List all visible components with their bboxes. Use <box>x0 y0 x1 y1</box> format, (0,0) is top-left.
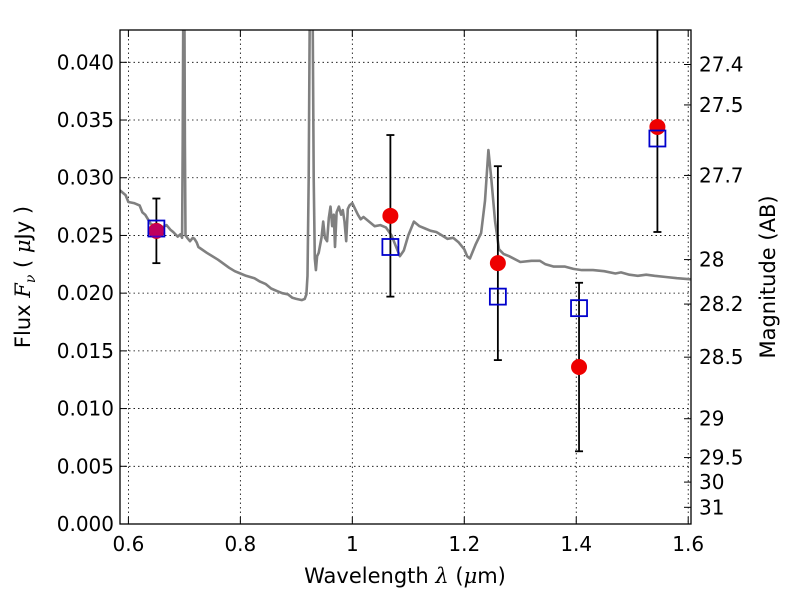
overlap-point <box>148 223 164 239</box>
tick-labels: 0.6 0.8 1 1.2 1.4 1.6 0.000 0.005 0.010 0.015 0.02… <box>57 50 744 556</box>
y2-tick-label: 28 <box>699 248 724 272</box>
y-tick-label: 0.025 <box>57 223 114 247</box>
observed-point <box>489 255 506 272</box>
y-tick-label: 0.010 <box>57 397 114 421</box>
y2-tick-label: 29.5 <box>699 446 744 470</box>
axis-ticks <box>120 30 691 525</box>
y-tick-label: 0.005 <box>57 454 114 478</box>
y-tick-label: 0.000 <box>57 512 114 536</box>
observed-point <box>571 359 588 376</box>
spectrum-path <box>120 30 691 302</box>
model-photometry-points <box>147 129 667 318</box>
x-tick-label: 1.4 <box>560 532 592 556</box>
y-tick-label: 0.030 <box>57 166 114 190</box>
y2-tick-label: 28.5 <box>699 345 744 369</box>
x-tick-label: 1.6 <box>672 532 704 556</box>
observed-point <box>649 118 666 135</box>
observed-points <box>148 118 666 376</box>
plot-frame <box>119 29 692 525</box>
y-tick-label: 0.040 <box>57 50 114 74</box>
x-tick-label: 0.8 <box>224 532 256 556</box>
grid-lines <box>120 30 691 525</box>
x-tick-label: 0.6 <box>112 532 144 556</box>
y2-tick-label: 27.4 <box>699 53 744 77</box>
y2-tick-label: 29 <box>699 407 724 431</box>
y2-axis-title: Magnitude (AB) <box>756 195 780 358</box>
y2-tick-label: 27.7 <box>699 163 744 187</box>
y-axis-title: Flux Fν ( μJy ) <box>11 206 39 348</box>
model-point <box>648 129 667 148</box>
y2-tick-label: 30 <box>699 470 724 494</box>
model-spectrum-line <box>120 30 691 302</box>
model-point <box>381 238 400 256</box>
y2-tick-label: 27.5 <box>699 93 744 117</box>
model-point <box>570 299 588 318</box>
y2-tick-label: 28.2 <box>699 292 744 316</box>
y-tick-label: 0.020 <box>57 281 114 305</box>
x-tick-label: 1.2 <box>448 532 480 556</box>
y-tick-label: 0.035 <box>57 108 114 132</box>
model-point <box>488 287 507 306</box>
y2-tick-label: 31 <box>699 495 724 519</box>
x-axis-title: Wavelength λ (μm) <box>304 564 506 588</box>
x-tick-label: 1 <box>346 532 359 556</box>
y-tick-label: 0.015 <box>57 339 114 363</box>
observed-point <box>382 207 399 224</box>
